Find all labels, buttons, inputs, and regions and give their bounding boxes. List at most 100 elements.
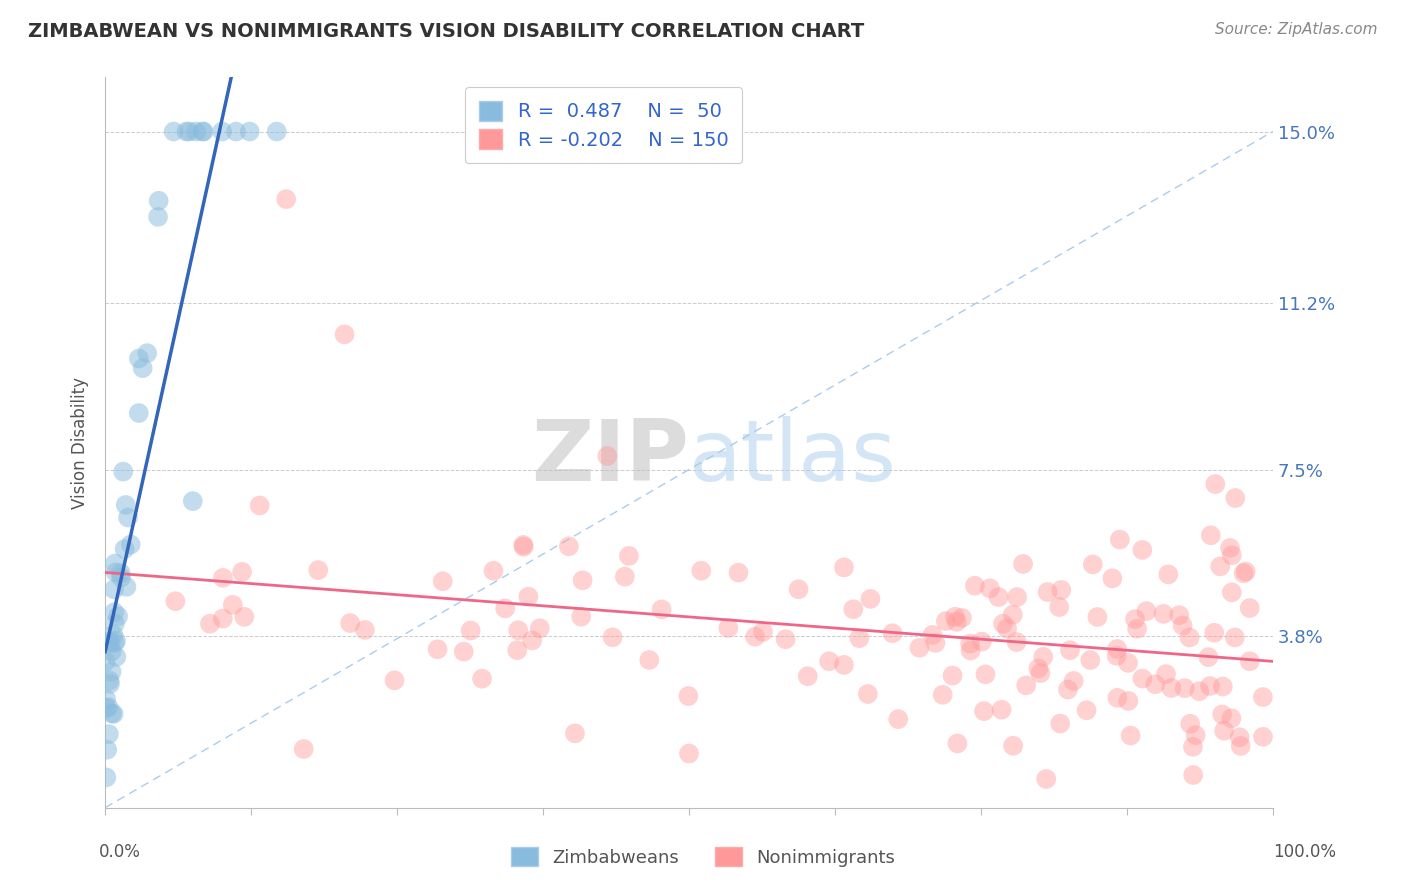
Point xyxy=(103,582,125,597)
Point xyxy=(529,621,551,635)
Point xyxy=(128,406,150,420)
Point xyxy=(571,574,593,588)
Point xyxy=(276,192,298,206)
Point xyxy=(191,124,214,138)
Point xyxy=(1119,729,1142,743)
Point xyxy=(1002,739,1025,753)
Point xyxy=(744,630,766,644)
Point xyxy=(596,449,619,463)
Point xyxy=(97,634,120,648)
Point xyxy=(678,689,700,703)
Point xyxy=(96,692,118,706)
Point xyxy=(1220,585,1243,599)
Point xyxy=(1213,723,1236,738)
Point xyxy=(307,563,329,577)
Point xyxy=(94,655,117,669)
Point xyxy=(384,673,406,688)
Point xyxy=(1154,667,1177,681)
Point xyxy=(935,614,957,628)
Point xyxy=(690,564,713,578)
Point xyxy=(97,727,120,741)
Point xyxy=(114,541,136,556)
Point xyxy=(973,704,995,718)
Point xyxy=(181,494,204,508)
Point xyxy=(1105,648,1128,663)
Point xyxy=(1199,679,1222,693)
Point xyxy=(1197,650,1219,665)
Point xyxy=(1047,600,1070,615)
Point xyxy=(110,570,132,584)
Point xyxy=(98,673,121,688)
Point xyxy=(107,609,129,624)
Point xyxy=(1107,642,1129,657)
Point xyxy=(1108,533,1130,547)
Point xyxy=(832,657,855,672)
Point xyxy=(651,602,673,616)
Point xyxy=(931,688,953,702)
Point xyxy=(1118,694,1140,708)
Point xyxy=(1123,612,1146,626)
Point xyxy=(1168,608,1191,623)
Text: 0.0%: 0.0% xyxy=(98,843,141,861)
Point xyxy=(990,703,1012,717)
Point xyxy=(1188,684,1211,698)
Point xyxy=(517,590,540,604)
Point xyxy=(1028,661,1050,675)
Point xyxy=(354,623,377,637)
Text: Source: ZipAtlas.com: Source: ZipAtlas.com xyxy=(1215,22,1378,37)
Point xyxy=(1157,567,1180,582)
Text: ZIMBABWEAN VS NONIMMIGRANTS VISION DISABILITY CORRELATION CHART: ZIMBABWEAN VS NONIMMIGRANTS VISION DISAB… xyxy=(28,22,865,41)
Point xyxy=(1239,601,1261,615)
Text: ZIP: ZIP xyxy=(531,416,689,499)
Point xyxy=(1239,654,1261,668)
Point xyxy=(494,601,516,615)
Point xyxy=(1015,678,1038,692)
Point xyxy=(193,124,215,138)
Point xyxy=(941,668,963,682)
Point xyxy=(1223,631,1246,645)
Point xyxy=(508,624,530,638)
Point xyxy=(991,616,1014,631)
Point xyxy=(110,566,132,580)
Point xyxy=(177,124,200,138)
Point xyxy=(1160,681,1182,695)
Point xyxy=(146,210,169,224)
Point xyxy=(564,726,586,740)
Point xyxy=(1184,728,1206,742)
Point xyxy=(882,626,904,640)
Point xyxy=(100,636,122,650)
Point xyxy=(924,636,946,650)
Point xyxy=(1005,590,1028,604)
Point xyxy=(292,742,315,756)
Point xyxy=(105,633,128,648)
Point xyxy=(104,636,127,650)
Y-axis label: Vision Disability: Vision Disability xyxy=(72,376,89,508)
Text: 100.0%: 100.0% xyxy=(1272,843,1336,861)
Point xyxy=(1035,772,1057,786)
Point xyxy=(1251,690,1274,704)
Point xyxy=(970,634,993,648)
Point xyxy=(1171,618,1194,632)
Point xyxy=(117,510,139,524)
Point xyxy=(1219,541,1241,555)
Point xyxy=(818,654,841,668)
Point xyxy=(1032,649,1054,664)
Text: atlas: atlas xyxy=(689,416,897,499)
Point xyxy=(1229,739,1251,753)
Point xyxy=(333,327,356,342)
Point xyxy=(1132,672,1154,686)
Point xyxy=(1087,610,1109,624)
Point xyxy=(856,687,879,701)
Point xyxy=(266,124,288,138)
Point xyxy=(1036,585,1059,599)
Point xyxy=(995,622,1018,636)
Point xyxy=(887,712,910,726)
Point xyxy=(979,582,1001,596)
Point xyxy=(1029,666,1052,681)
Point xyxy=(482,564,505,578)
Point xyxy=(1220,548,1243,562)
Point xyxy=(752,624,775,639)
Point xyxy=(1001,607,1024,622)
Point xyxy=(569,609,592,624)
Point xyxy=(1116,656,1139,670)
